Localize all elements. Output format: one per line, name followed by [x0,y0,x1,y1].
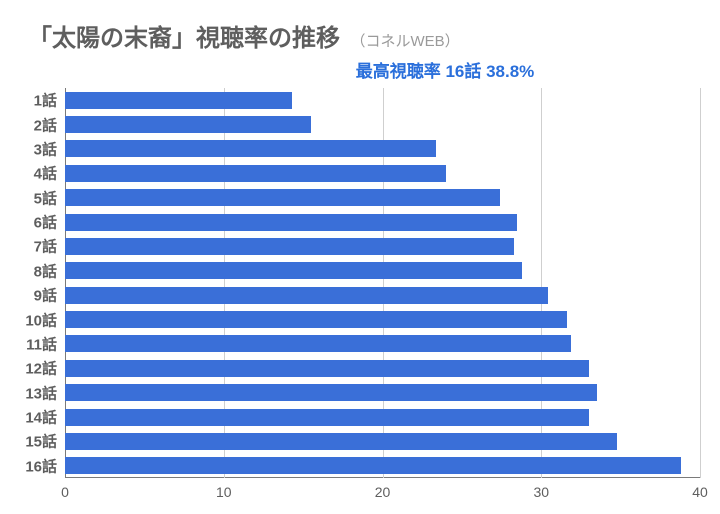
title-row: 「太陽の末裔」視聴率の推移 （コネルWEB） [0,0,720,53]
y-axis-label: 13話 [25,382,65,403]
chart-title: 「太陽の末裔」視聴率の推移 [28,25,340,52]
y-axis-label: 12話 [25,358,65,379]
x-axis-label: 20 [375,478,391,500]
bar [65,165,446,182]
bar [65,433,617,450]
y-axis-label: 5話 [34,187,65,208]
y-axis-label: 15話 [25,431,65,452]
y-axis-label: 1話 [34,90,65,111]
y-axis-label: 10話 [25,309,65,330]
bar [65,287,548,304]
bar [65,384,597,401]
bar [65,116,311,133]
gridline [700,88,701,478]
y-axis-label: 7話 [34,236,65,257]
x-axis-label: 40 [692,478,708,500]
bar-chart: 0102030401話2話3話4話5話6話7話8話9話10話11話12話13話1… [65,88,700,478]
bar [65,360,589,377]
y-axis-label: 3話 [34,138,65,159]
y-axis-label: 16話 [25,455,65,476]
bar [65,214,517,231]
bar [65,238,514,255]
bar [65,457,681,474]
bar [65,311,567,328]
y-axis-label: 2話 [34,114,65,135]
y-axis-label: 11話 [26,333,65,354]
bar [65,335,571,352]
y-axis-label: 6話 [34,212,65,233]
y-axis-label: 9話 [34,285,65,306]
x-axis-label: 30 [533,478,549,500]
x-axis-label: 10 [216,478,232,500]
bar [65,262,522,279]
bar [65,189,500,206]
bar [65,140,436,157]
y-axis-label: 14話 [25,407,65,428]
y-axis-label: 8話 [34,260,65,281]
x-axis-label: 0 [61,478,69,500]
bar [65,409,589,426]
y-axis-label: 4話 [34,163,65,184]
chart-source: （コネルWEB） [350,33,459,50]
bar [65,92,292,109]
highlight-text: 最高視聴率 16話 38.8% [0,53,720,82]
